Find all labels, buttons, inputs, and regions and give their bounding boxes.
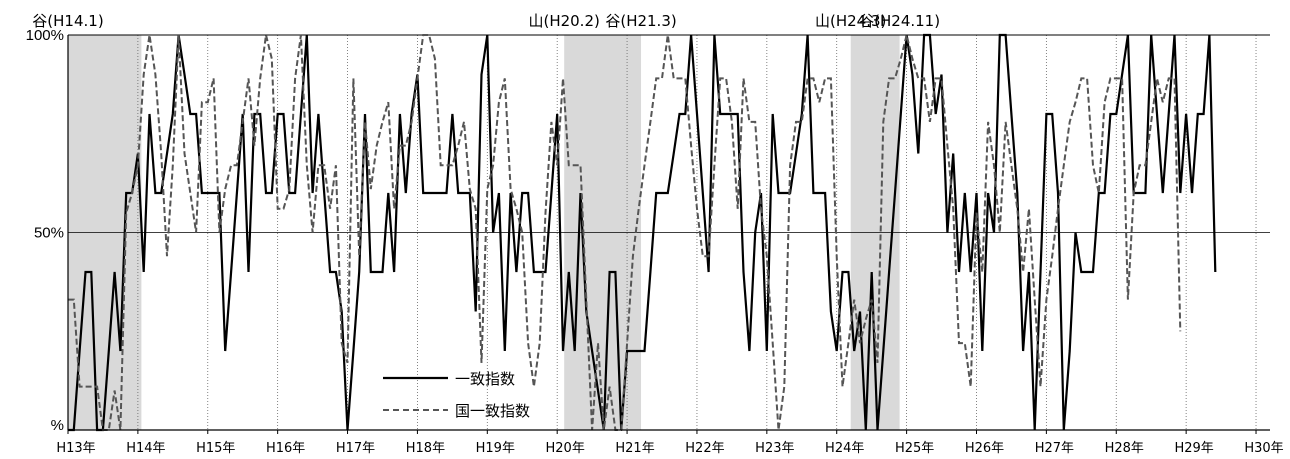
y-tick-label: 50% bbox=[34, 225, 64, 242]
x-tick-label: H13年 bbox=[56, 441, 95, 456]
legend: 一致指数 国一致指数 bbox=[383, 370, 530, 420]
y-tick-label: % bbox=[51, 417, 64, 434]
grid-layer bbox=[68, 34, 1270, 430]
x-tick-label: H22年 bbox=[685, 441, 724, 456]
x-tick-label: H27年 bbox=[1035, 441, 1074, 456]
turning-point-label: 谷(H14.1) bbox=[32, 12, 103, 30]
turning-point-label: 谷(H21.3) bbox=[605, 12, 676, 30]
series-line-1 bbox=[68, 33, 1217, 432]
x-tick-label: H21年 bbox=[615, 441, 654, 456]
turning-point-label: 山(H24.3) bbox=[815, 12, 886, 30]
x-tick-label: H24年 bbox=[825, 441, 864, 456]
x-tick-label: H15年 bbox=[196, 441, 235, 456]
x-tick-label: H20年 bbox=[546, 441, 585, 456]
turning-point-label: 谷(H24.11) bbox=[859, 12, 940, 30]
legend-label-1: 一致指数 bbox=[455, 370, 515, 388]
x-tick-label: H16年 bbox=[266, 441, 305, 456]
annotation-layer: 谷(H14.1) 山(H20.2) 谷(H21.3) 山(H24.3)谷(H24.11… bbox=[32, 12, 940, 30]
series-layer bbox=[68, 33, 1217, 432]
x-tick-label: H23年 bbox=[755, 441, 794, 456]
x-tick-label: H28年 bbox=[1105, 441, 1144, 456]
turning-point-label: 山(H20.2) bbox=[528, 12, 599, 30]
x-tick-label: H26年 bbox=[965, 441, 1004, 456]
x-tick-label: H30年 bbox=[1244, 441, 1283, 456]
series-line-2 bbox=[68, 34, 1182, 431]
legend-label-2: 国一致指数 bbox=[455, 402, 530, 420]
x-tick-label: H19年 bbox=[476, 441, 515, 456]
x-tick-label: H25年 bbox=[895, 441, 934, 456]
x-tick-label: H18年 bbox=[406, 441, 445, 456]
y-tick-label: 100% bbox=[26, 27, 64, 44]
axis-layer: % 50% 100% H13年 H14年 H15年 H16年 H17年 H18年 H19年 H20年… bbox=[26, 27, 1284, 456]
x-tick-label: H17年 bbox=[336, 441, 375, 456]
x-tick-label: H29年 bbox=[1174, 441, 1213, 456]
x-tick-label: H14年 bbox=[126, 441, 165, 456]
